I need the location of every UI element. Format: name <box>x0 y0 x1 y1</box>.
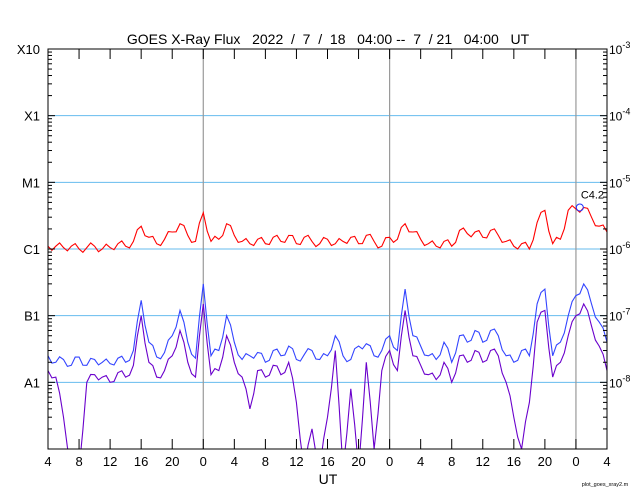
chart-title: GOES X-Ray Flux 2022 / 7 / 18 04:00 -- 7… <box>127 31 530 47</box>
x-tick-label: 12 <box>476 454 490 469</box>
x-tick-label: 8 <box>448 454 455 469</box>
right-axis-label: 10-6 <box>609 240 630 257</box>
left-axis-label: B1 <box>24 309 40 324</box>
right-axis-exponent: -5 <box>622 173 630 183</box>
right-axis-label: 10-5 <box>609 173 630 190</box>
left-axis-label: X10 <box>17 42 40 57</box>
x-tick-label: 20 <box>165 454 179 469</box>
grid-lines <box>48 49 607 449</box>
annotation-label: C4.2 <box>581 189 604 201</box>
x-axis-label: UT <box>319 471 338 487</box>
left-axis-label: C1 <box>23 242 40 257</box>
series-short-channel-secondary <box>48 302 607 449</box>
right-axis-exponent: -4 <box>622 107 630 117</box>
x-tick-label: 0 <box>200 454 207 469</box>
right-axis-exponent: -3 <box>622 40 630 50</box>
x-tick-label: 0 <box>386 454 393 469</box>
right-axis-label: 10-8 <box>609 373 630 390</box>
series-long-channel <box>48 204 607 254</box>
right-axis-label: 10-4 <box>609 107 630 124</box>
x-tick-label: 12 <box>289 454 303 469</box>
axis-ticks <box>47 49 608 450</box>
x-tick-label: 4 <box>231 454 238 469</box>
right-axis-exponent: -7 <box>622 307 630 317</box>
x-tick-label: 20 <box>538 454 552 469</box>
right-axis-exponent: -8 <box>622 373 630 383</box>
x-tick-label: 16 <box>320 454 334 469</box>
footer-filename: plot_goes_xray2.m <box>582 482 629 488</box>
axis-labels: X10 X1 M1 C1 B1 A1 10-3 10-4 10-5 10-6 10-7 10-8 4 8 1… <box>17 40 631 469</box>
x-tick-label: 0 <box>572 454 579 469</box>
series-short-channel <box>48 282 607 368</box>
series-group <box>48 204 607 449</box>
x-tick-label: 4 <box>417 454 424 469</box>
annotation: C4.2 <box>575 189 604 212</box>
x-tick-label: 8 <box>75 454 82 469</box>
x-tick-label: 4 <box>44 454 51 469</box>
right-axis-exponent: -6 <box>622 240 630 250</box>
x-tick-label: 4 <box>603 454 610 469</box>
x-tick-label: 16 <box>134 454 148 469</box>
x-tick-label: 8 <box>262 454 269 469</box>
right-axis-label: 10-3 <box>609 40 630 57</box>
x-tick-label: 16 <box>507 454 521 469</box>
right-axis-label: 10-7 <box>609 307 630 324</box>
x-tick-label: 20 <box>351 454 365 469</box>
x-tick-label: 12 <box>103 454 117 469</box>
left-axis-label: A1 <box>24 375 40 390</box>
left-axis-label: X1 <box>24 109 40 124</box>
annotation-marker <box>575 203 584 212</box>
left-axis-label: M1 <box>22 175 40 190</box>
